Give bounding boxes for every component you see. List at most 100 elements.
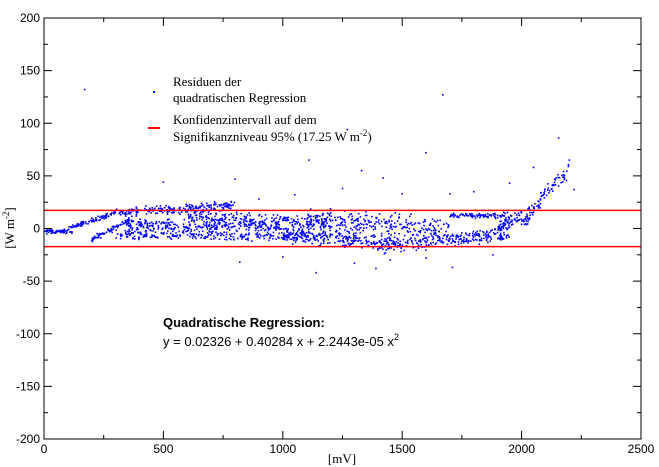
data-point-167 — [100, 237, 102, 239]
data-point-1940 — [500, 234, 502, 237]
data-point-1906 — [419, 239, 422, 241]
legend-points-label-line2: quadratischen Regression — [173, 90, 307, 105]
data-point-1209 — [382, 248, 384, 251]
data-point-528 — [135, 223, 138, 226]
data-point-1781 — [458, 238, 461, 241]
data-point-1717 — [407, 222, 410, 225]
data-point-2196 — [544, 188, 546, 191]
data-point-1726 — [344, 221, 347, 224]
data-point-1343 — [383, 240, 386, 242]
data-point-219 — [95, 236, 98, 239]
data-point-214 — [113, 226, 116, 228]
data-point-352 — [222, 204, 225, 206]
data-point-1557 — [322, 212, 324, 215]
data-point-2142 — [539, 207, 542, 209]
data-point-1638 — [393, 236, 396, 239]
data-point-1405 — [353, 236, 355, 239]
data-point-2201 — [546, 189, 549, 191]
data-point-1074 — [263, 221, 265, 224]
data-point-1476 — [341, 235, 343, 237]
data-point-1447 — [294, 237, 297, 239]
data-point-1862 — [437, 239, 439, 242]
data-point-326 — [232, 204, 234, 206]
data-point-250 — [159, 207, 162, 210]
data-point-1536 — [428, 228, 431, 231]
data-point-1863 — [414, 237, 416, 240]
data-point-1812 — [423, 237, 426, 240]
data-point-1064 — [213, 220, 216, 223]
data-point-1589 — [406, 223, 409, 226]
data-point-351 — [213, 208, 215, 210]
data-point-674 — [256, 226, 259, 229]
data-point-1710 — [398, 217, 400, 219]
data-point-159 — [94, 237, 96, 239]
data-point-653 — [188, 227, 190, 230]
data-point-760 — [200, 233, 203, 236]
data-point-1811 — [482, 234, 485, 236]
data-point-1499 — [404, 226, 407, 229]
data-point-1899 — [427, 236, 430, 238]
data-point-407 — [172, 211, 175, 213]
data-point-1005 — [244, 216, 247, 219]
data-point-1452 — [317, 233, 320, 236]
data-point-1237 — [371, 234, 374, 237]
data-point-899 — [214, 236, 217, 239]
data-point-437 — [202, 210, 205, 213]
data-point-1728 — [365, 223, 367, 225]
data-point-1597 — [389, 224, 392, 227]
data-point-2134 — [521, 220, 523, 222]
data-point-1193 — [386, 237, 389, 239]
data-point-621 — [188, 221, 190, 223]
data-point-886 — [168, 236, 171, 238]
data-point-1302 — [355, 235, 357, 237]
data-point-276 — [167, 205, 170, 208]
legend-points-label-line1: Residuen der — [173, 74, 242, 89]
data-point-178 — [105, 231, 108, 234]
data-point-450 — [224, 222, 227, 224]
data-point-2237 — [508, 182, 511, 185]
data-point-722 — [252, 222, 255, 225]
data-point-389 — [120, 210, 122, 213]
data-point-1115 — [303, 225, 305, 228]
data-point-1468 — [298, 229, 300, 231]
data-point-696 — [226, 228, 229, 230]
data-point-1323 — [377, 248, 379, 250]
data-point-1182 — [276, 214, 279, 217]
data-point-2052 — [505, 217, 507, 219]
data-point-1588 — [418, 230, 421, 233]
data-point-1650 — [339, 224, 341, 227]
data-point-725 — [182, 225, 185, 228]
data-point-924 — [150, 236, 153, 238]
data-point-1161 — [318, 219, 320, 221]
data-point-2226 — [442, 94, 444, 96]
data-point-816 — [251, 240, 253, 242]
data-point-929 — [220, 234, 222, 237]
data-point-538 — [127, 223, 129, 225]
data-point-426 — [230, 204, 233, 207]
data-point-1978 — [452, 212, 455, 215]
data-point-1103 — [216, 219, 218, 221]
data-point-2119 — [502, 222, 505, 225]
data-point-599 — [137, 220, 140, 223]
data-point-87 — [85, 222, 87, 225]
data-point-926 — [182, 230, 185, 233]
data-point-925 — [292, 239, 295, 242]
data-point-1178 — [297, 221, 300, 223]
data-point-636 — [142, 226, 145, 229]
data-point-2252 — [353, 262, 356, 265]
data-point-308 — [207, 211, 210, 213]
data-point-622 — [257, 229, 260, 232]
data-point-1733 — [427, 227, 430, 230]
data-point-431 — [168, 207, 170, 209]
data-point-1704 — [391, 220, 393, 222]
data-point-768 — [134, 230, 136, 233]
data-point-492 — [264, 223, 267, 226]
data-point-1669 — [418, 222, 421, 225]
data-point-809 — [133, 235, 136, 237]
data-point-2045 — [487, 212, 489, 215]
data-point-841 — [132, 237, 135, 239]
data-point-113 — [75, 225, 77, 228]
data-point-1494 — [334, 216, 336, 219]
data-point-1283 — [286, 231, 288, 233]
data-point-1459 — [398, 232, 400, 235]
